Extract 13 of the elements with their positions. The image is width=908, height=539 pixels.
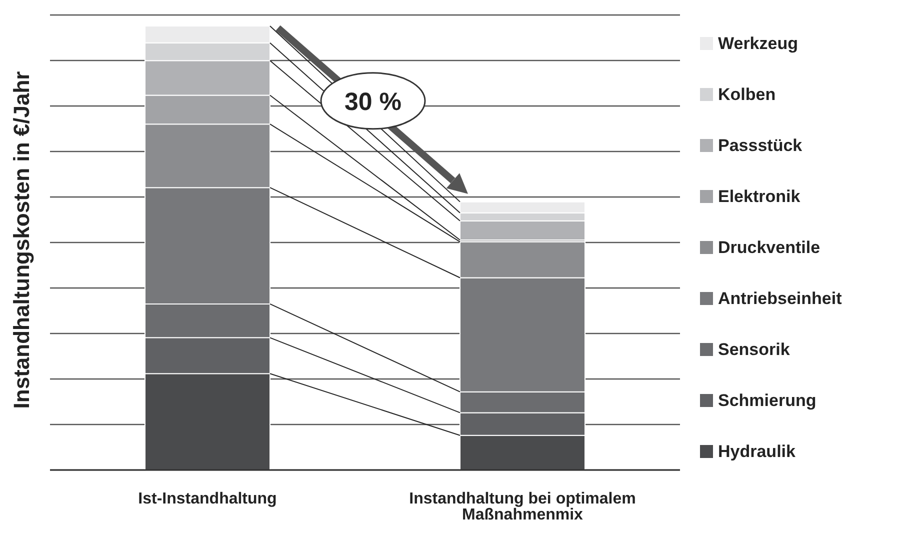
legend-label: Sensorik [718,340,790,360]
x-tick-label: Instandhaltung bei optimalem Maßnahmenmix [409,490,636,524]
y-axis-title: Instandhaltungskosten in €/Jahr [8,70,34,409]
legend-label: Druckventile [718,238,820,258]
legend-label: Passstück [718,136,802,156]
legend-label: Schmierung [718,390,816,410]
legend-label: Elektronik [718,186,800,206]
x-tick-label: Ist-Instandhaltung [138,490,277,508]
annotation: 30 % [344,88,402,116]
legend-label: Kolben [718,84,776,104]
legend-label: Antriebseinheit [718,288,842,308]
legend-label: Hydraulik [718,442,796,462]
legend-label: Werkzeug [718,34,798,54]
